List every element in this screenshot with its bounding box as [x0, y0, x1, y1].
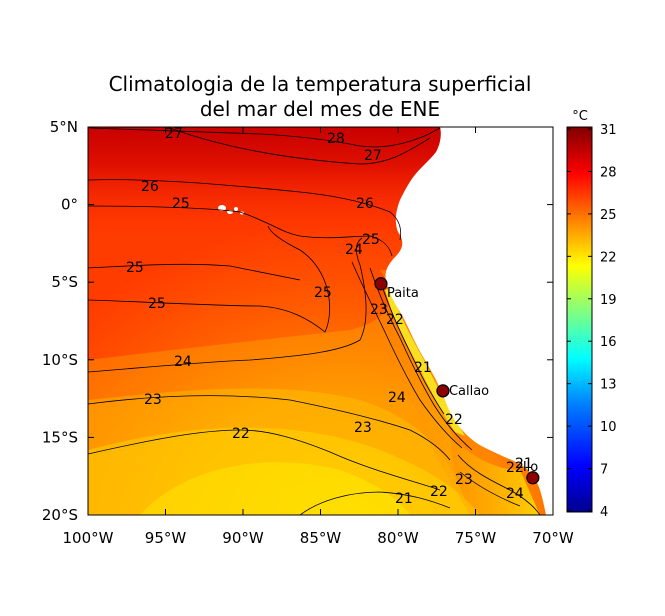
sst-field: 27 28 27 26 25 26 25 24 25 25 25 23 22 2…	[88, 126, 553, 515]
contour-label: 25	[362, 232, 380, 248]
contour-27-line	[169, 127, 431, 165]
contour-label: 26	[141, 179, 159, 195]
contour-label: 21	[395, 491, 413, 507]
map-title-line2: del mar del mes de ENE	[200, 97, 440, 121]
map-title-line1: Climatologia de la temperatura superfici…	[109, 72, 532, 96]
contour-25-left-line	[88, 263, 301, 281]
colorbar-tick-label: 10	[600, 420, 617, 435]
colorbar-tick-label: 28	[600, 165, 617, 180]
contour-label: 24	[506, 486, 524, 502]
city-marker	[436, 384, 450, 398]
contour-21-line	[299, 491, 451, 515]
land-mass	[385, 127, 553, 515]
city-marker	[374, 277, 388, 291]
contour-coastal-21-line	[379, 279, 445, 415]
colorbar-tick-label: 19	[600, 293, 617, 308]
lon-tick-label: 95°W	[145, 529, 187, 547]
contour-south-coast-24-line	[457, 454, 541, 515]
colorbar-tick-label: 4	[600, 505, 608, 520]
contour-label: 23	[455, 472, 473, 488]
contour-label: 21	[414, 360, 432, 376]
contour-label: 22	[386, 312, 404, 328]
longitude-axis: 100°W 95°W 90°W 85°W 80°W 75°W 70°W	[63, 127, 574, 547]
lat-tick-label: 0°	[61, 196, 78, 214]
lat-tick-label: 20°S	[42, 506, 78, 524]
contour-label: 22	[445, 412, 463, 428]
contour-label: 22	[232, 426, 250, 442]
contour-25-loop-line	[88, 225, 331, 333]
lat-tick-label: 10°S	[42, 351, 78, 369]
colorbar-tick-label: 13	[600, 378, 617, 393]
contour-label: 22	[430, 484, 448, 500]
colorbar-ticks: 31 28 25 22 19 16 13 10 7 4	[567, 123, 617, 520]
cities-layer: Paita Callao Ilo	[374, 277, 540, 485]
contour-26-line	[88, 179, 402, 241]
coastal-yellow-strip	[385, 288, 465, 436]
contour-25-upper-line	[88, 205, 393, 257]
lat-tick-label: 5°S	[51, 273, 78, 291]
lat-tick-label: 15°S	[42, 428, 78, 446]
contour-label: 25	[172, 196, 190, 212]
contour-label: 25	[126, 260, 144, 276]
contour-lines	[88, 127, 541, 515]
lon-tick-label: 85°W	[300, 529, 342, 547]
contour-south-coast-22-line	[459, 471, 521, 507]
latitude-axis: 5°N 0° 5°S 10°S 15°S 20°S	[42, 118, 553, 524]
lon-tick-label: 70°W	[532, 529, 574, 547]
colorbar-tick-label: 25	[600, 208, 617, 223]
contour-coastal-23-line	[351, 261, 463, 449]
contour-label-group: 27 28 27 26 25 26 25 24 25 25 25 23 22 2…	[126, 126, 533, 507]
contour-label: 24	[388, 390, 406, 406]
contour-label: 24	[345, 242, 363, 258]
colorbar-tick-label: 16	[600, 335, 617, 350]
city-marker	[526, 471, 540, 485]
contour-coastal-22-line	[369, 267, 473, 451]
coastal-upwelling	[372, 250, 540, 515]
contour-label: 21	[515, 456, 533, 472]
contour-label: 27	[165, 126, 183, 142]
contour-label: 23	[144, 392, 162, 408]
city-label: Callao	[449, 384, 489, 399]
contour-label: 24	[174, 354, 192, 370]
lon-tick-label: 80°W	[377, 529, 419, 547]
lon-tick-label: 100°W	[63, 529, 114, 547]
colorbar-gradient	[566, 126, 593, 513]
contour-label: 25	[314, 285, 332, 301]
contour-23-line	[88, 395, 451, 461]
city-label: Paita	[387, 286, 419, 301]
contour-24-line	[88, 237, 367, 373]
colorbar-tick-label: 7	[600, 463, 608, 478]
lon-tick-label: 75°W	[455, 529, 497, 547]
colorbar: °C 31 28 25 22 19 16 13 10 7 4	[566, 109, 617, 520]
contour-label: 22	[506, 460, 524, 476]
colorbar-unit: °C	[572, 109, 588, 124]
colorbar-tick-label: 22	[600, 250, 617, 265]
lon-tick-label: 90°W	[222, 529, 264, 547]
contour-22-line	[88, 429, 441, 491]
contour-label: 23	[354, 420, 372, 436]
contour-label: 28	[327, 131, 345, 147]
colorbar-tick-label: 31	[600, 123, 617, 138]
lat-tick-label: 5°N	[50, 118, 78, 136]
contour-label: 27	[364, 148, 382, 164]
city-label: Ilo	[523, 460, 538, 475]
contour-label: 26	[356, 196, 374, 212]
contour-28-line	[89, 127, 441, 148]
contour-label: 23	[370, 302, 388, 318]
contour-label: 25	[148, 296, 166, 312]
